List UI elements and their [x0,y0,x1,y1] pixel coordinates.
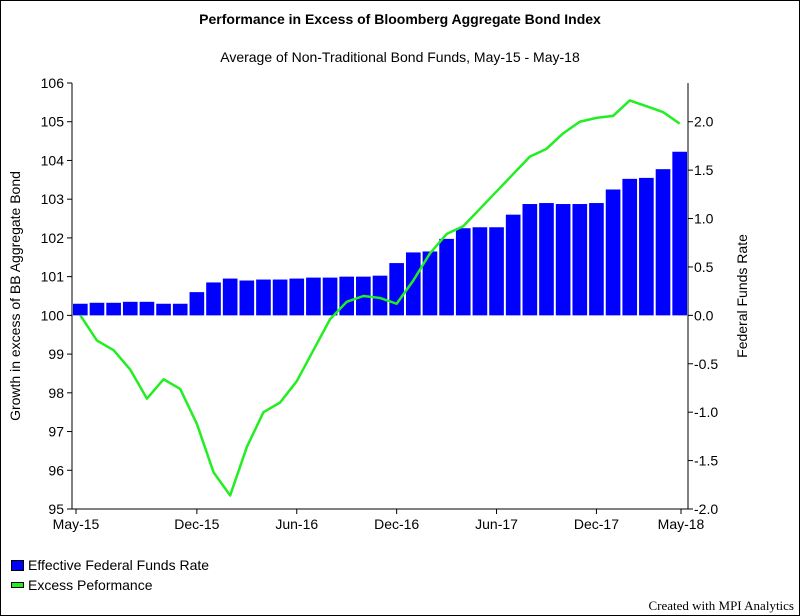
bar [89,302,105,316]
bar [106,302,121,316]
bar [439,238,454,316]
right-tick-label: 0.5 [694,259,714,275]
bar [322,277,338,316]
left-tick-label: 95 [48,501,64,517]
left-tick-label: 97 [48,424,64,440]
axes [67,82,693,514]
bar [472,227,488,316]
bar [489,227,504,316]
x-tick-label: May-18 [658,516,705,532]
credit-text: Created with MPI Analytics [648,598,794,613]
left-tick-label: 100 [41,307,65,323]
x-tick-label: Dec-17 [574,516,619,532]
bar [306,277,321,316]
bar [222,278,238,316]
left-tick-label: 99 [48,346,64,362]
bar [422,251,438,316]
bar-legend-label: Effective Federal Funds Rate [28,557,210,573]
bar [339,276,355,316]
left-tick-label: 102 [41,230,65,246]
bar [389,263,404,316]
bar [572,204,588,316]
right-tick-label: -2.0 [694,501,718,517]
bar [156,303,171,316]
left-tick-label: 101 [41,269,65,285]
x-tick-label: Dec-16 [374,516,419,532]
right-tick-label: 0.0 [694,307,714,323]
bar [122,301,138,316]
chart-subtitle: Average of Non-Traditional Bond Funds, M… [220,49,580,65]
bar [73,303,88,316]
left-tick-label: 98 [48,385,64,401]
legend-item-line: Excess Peformance [11,577,153,593]
x-tick-label: Jun-16 [275,516,318,532]
bar [522,204,538,316]
right-tick-label: -1.0 [694,404,718,420]
bar [505,214,521,316]
right-tick-label: 1.0 [694,211,714,227]
line-legend-label: Excess Peformance [28,577,153,593]
line-series [79,99,681,497]
right-axis-title: Federal Funds Rate [734,234,750,358]
left-tick-label: 96 [48,462,64,478]
left-tick-label: 104 [41,152,65,168]
legend-item-bar: Effective Federal Funds Rate [11,557,209,573]
bar [189,292,205,316]
left-axis-title: Growth in excess of BB Aggregate Bond [7,171,23,421]
bar-legend-swatch [11,559,24,571]
left-tick-label: 106 [41,75,65,91]
x-tick-label: May-15 [53,516,100,532]
bar [655,169,671,316]
right-tick-label: 2.0 [694,114,714,130]
bar [622,178,638,316]
right-tick-label: 1.5 [694,162,714,178]
x-tick-label: Jun-17 [475,516,518,532]
bar [405,252,421,316]
bar [372,275,388,316]
bar [139,301,155,316]
left-tick-label: 105 [41,114,65,130]
bar [172,303,188,316]
bar [256,279,271,316]
bar [272,279,288,316]
left-tick-label: 103 [41,191,65,207]
bar [639,177,654,316]
bar [672,151,687,316]
chart-title: Performance in Excess of Bloomberg Aggre… [199,11,601,27]
bar [555,204,571,316]
bar-series [73,151,687,316]
axis-labels: 95 96 97 98 99 100 101 102 103 104 105 106 -2.0 -1.5 -… [7,75,750,532]
bar [455,228,471,316]
bar [605,189,621,316]
line-legend-swatch [11,582,24,588]
right-tick-label: -1.5 [694,453,718,469]
bar [589,203,604,316]
excess-performance-line [79,99,681,497]
right-tick-label: -0.5 [694,356,718,372]
bar [206,282,221,316]
bar [289,278,305,316]
x-tick-label: Dec-15 [174,516,219,532]
bar [539,203,554,316]
bar [239,280,255,316]
